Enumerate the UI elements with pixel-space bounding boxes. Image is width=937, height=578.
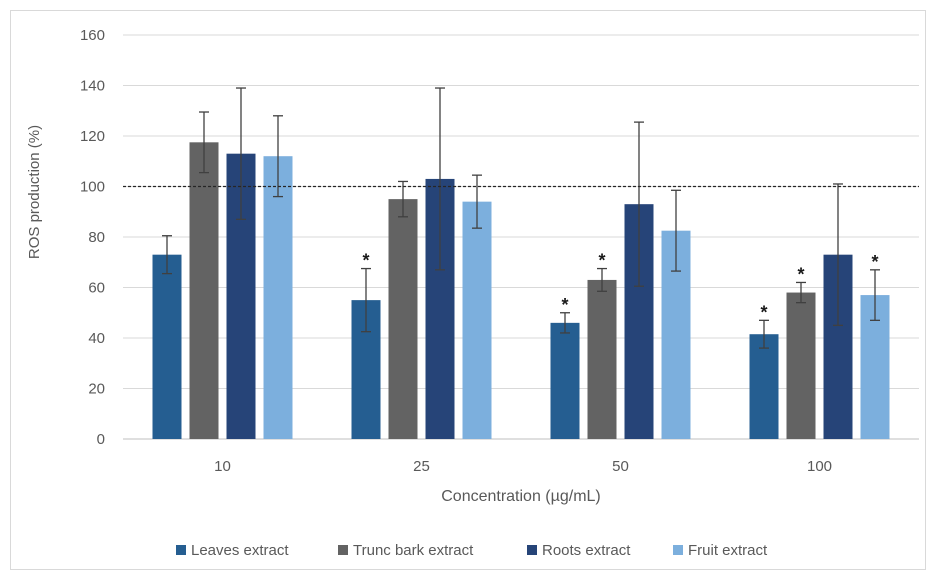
legend-swatch	[673, 545, 683, 555]
bar	[462, 201, 492, 439]
bar	[388, 199, 418, 439]
y-tick-label: 100	[80, 179, 105, 196]
bar	[786, 292, 816, 439]
y-tick-label: 160	[80, 27, 105, 44]
y-tick-label: 60	[88, 280, 105, 297]
significance-marker: *	[760, 302, 767, 322]
bar	[152, 254, 182, 439]
y-axis-label: ROS production (%)	[26, 125, 43, 259]
y-tick-label: 80	[88, 229, 105, 246]
y-tick-labels: 0 20 40 60 80 100 120 140 160	[80, 27, 105, 448]
bar	[550, 322, 580, 439]
x-tick-label: 25	[413, 458, 430, 475]
y-tick-label: 40	[88, 330, 105, 347]
x-tick-label: 10	[214, 458, 231, 475]
legend-swatch	[176, 545, 186, 555]
legend-swatch	[338, 545, 348, 555]
y-tick-label: 20	[88, 381, 105, 398]
bar	[263, 156, 293, 439]
bar	[587, 279, 617, 439]
x-tick-label: 100	[807, 458, 832, 475]
legend: Leaves extract Trunc bark extract Roots ex…	[176, 542, 768, 559]
significance-marker: *	[561, 295, 568, 315]
bars: * * * * * *	[152, 87, 890, 440]
legend-label: Trunc bark extract	[353, 542, 474, 559]
bar	[749, 334, 779, 439]
x-tick-labels: 10 25 50 100	[214, 458, 832, 475]
bar-chart: 0 20 40 60 80 100 120 140 160 * * * * * * 10 25 50 100 R…	[26, 27, 919, 559]
legend-label: Leaves extract	[191, 542, 289, 559]
significance-marker: *	[598, 251, 605, 271]
significance-marker: *	[797, 264, 804, 284]
legend-swatch	[527, 545, 537, 555]
significance-marker: *	[871, 252, 878, 272]
x-axis-label: Concentration (µg/mL)	[441, 488, 601, 505]
x-tick-label: 50	[612, 458, 629, 475]
significance-marker: *	[362, 251, 369, 271]
y-tick-label: 140	[80, 78, 105, 95]
bar	[189, 142, 219, 439]
y-tick-label: 120	[80, 128, 105, 145]
chart-frame: 0 20 40 60 80 100 120 140 160 * * * * * * 10 25 50 100 R…	[10, 10, 926, 570]
legend-label: Fruit extract	[688, 542, 768, 559]
legend-label: Roots extract	[542, 542, 631, 559]
y-tick-label: 0	[97, 431, 105, 448]
